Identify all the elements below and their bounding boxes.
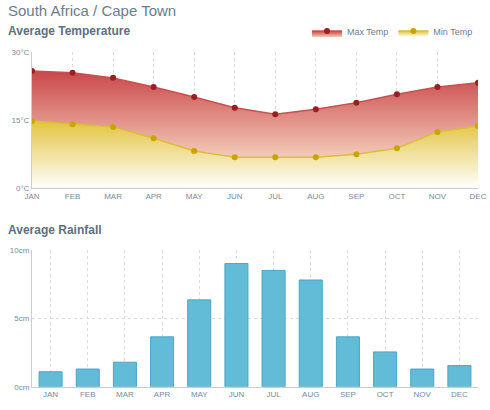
svg-text:NOV: NOV	[414, 390, 432, 399]
svg-text:SEP: SEP	[348, 192, 364, 201]
svg-text:JAN: JAN	[24, 192, 39, 201]
svg-text:JUN: JUN	[229, 390, 245, 399]
svg-text:OCT: OCT	[388, 192, 405, 201]
svg-text:JUN: JUN	[227, 192, 243, 201]
svg-text:JAN: JAN	[43, 390, 58, 399]
svg-text:DEC: DEC	[451, 390, 468, 399]
svg-text:15°C: 15°C	[12, 116, 30, 125]
svg-text:Average Temperature: Average Temperature	[8, 24, 130, 38]
svg-text:MAY: MAY	[186, 192, 203, 201]
svg-text:JUL: JUL	[266, 390, 281, 399]
svg-text:MAR: MAR	[104, 192, 122, 201]
svg-text:30°C: 30°C	[12, 48, 30, 57]
svg-text:AUG: AUG	[302, 390, 319, 399]
svg-text:0cm: 0cm	[14, 383, 29, 392]
svg-text:FEB: FEB	[65, 192, 81, 201]
svg-text:OCT: OCT	[377, 390, 394, 399]
svg-text:Min Temp: Min Temp	[433, 27, 472, 37]
svg-text:Max Temp: Max Temp	[347, 27, 388, 37]
svg-text:FEB: FEB	[80, 390, 96, 399]
svg-text:SEP: SEP	[340, 390, 356, 399]
svg-text:5cm: 5cm	[14, 314, 29, 323]
svg-text:South Africa / Cape Town: South Africa / Cape Town	[8, 2, 176, 19]
svg-text:Average Rainfall: Average Rainfall	[8, 223, 102, 237]
svg-text:MAY: MAY	[191, 390, 208, 399]
svg-text:DEC: DEC	[470, 192, 487, 201]
svg-text:AUG: AUG	[307, 192, 324, 201]
svg-text:APR: APR	[145, 192, 162, 201]
svg-text:APR: APR	[154, 390, 171, 399]
svg-text:10cm: 10cm	[10, 246, 30, 255]
svg-text:MAR: MAR	[116, 390, 134, 399]
svg-text:0°C: 0°C	[16, 184, 30, 193]
svg-text:JUL: JUL	[268, 192, 283, 201]
svg-text:NOV: NOV	[429, 192, 447, 201]
